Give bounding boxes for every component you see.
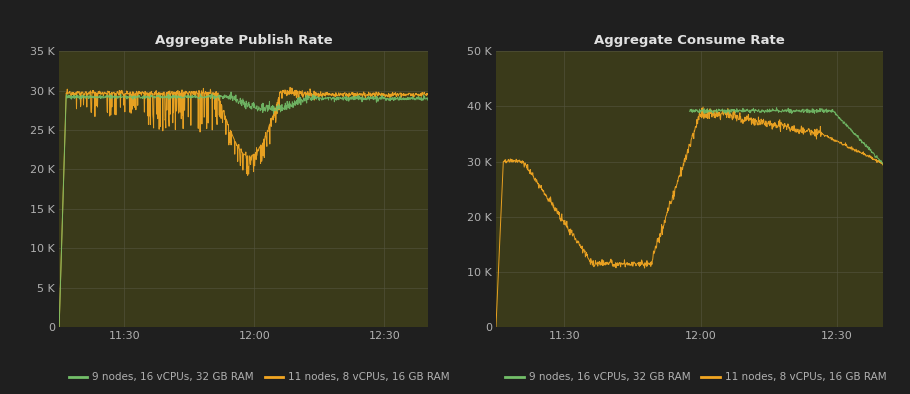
Legend: 9 nodes, 16 vCPUs, 32 GB RAM, 11 nodes, 8 vCPUs, 16 GB RAM: 9 nodes, 16 vCPUs, 32 GB RAM, 11 nodes, … — [65, 368, 454, 387]
Title: Aggregate Consume Rate: Aggregate Consume Rate — [594, 34, 784, 47]
Title: Aggregate Publish Rate: Aggregate Publish Rate — [155, 34, 332, 47]
Legend: 9 nodes, 16 vCPUs, 32 GB RAM, 11 nodes, 8 vCPUs, 16 GB RAM: 9 nodes, 16 vCPUs, 32 GB RAM, 11 nodes, … — [501, 368, 891, 387]
